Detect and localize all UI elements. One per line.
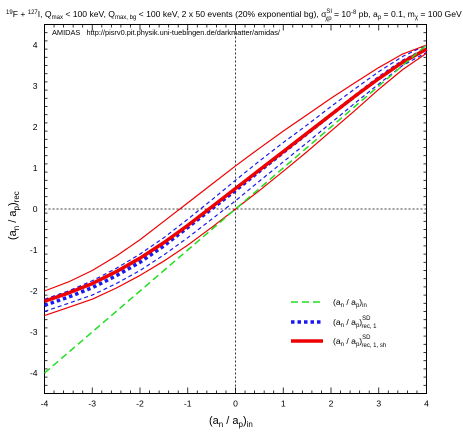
y-tick-label: 1 bbox=[33, 163, 38, 173]
x-tick-label: -4 bbox=[41, 399, 49, 409]
legend-label-input: (an / ap)in bbox=[333, 297, 367, 309]
y-axis-label: (an / ap)rec bbox=[7, 191, 21, 240]
series-line-rec1sh-lower bbox=[44, 52, 427, 317]
y-tick-label: 0 bbox=[33, 204, 38, 214]
x-tick-label: 4 bbox=[424, 399, 429, 409]
legend: (an / ap)in (an / ap)SD rec, 1 (an / ap)S… bbox=[291, 297, 386, 349]
x-tick-label: 0 bbox=[233, 399, 238, 409]
series-line-rec1-lower bbox=[44, 51, 427, 313]
x-tick-label: 2 bbox=[329, 399, 334, 409]
series-lines bbox=[43, 44, 428, 374]
y-tick-label: -2 bbox=[30, 286, 38, 296]
x-tick-label: -2 bbox=[136, 399, 144, 409]
y-tick-label: 4 bbox=[33, 40, 38, 50]
x-tick-label: 3 bbox=[376, 399, 381, 409]
series-line-rec1sh-center bbox=[43, 47, 428, 303]
series-line-input-input bbox=[44, 44, 427, 374]
y-tick-label: -1 bbox=[30, 245, 38, 255]
x-tick-label: 1 bbox=[281, 399, 286, 409]
x-axis-label: (an / ap)in bbox=[209, 415, 253, 429]
y-tick-label: -3 bbox=[30, 327, 38, 337]
chart-title: 19F + 127I, Qmax < 100 keV, Qmax, bg < 1… bbox=[6, 9, 462, 22]
y-tick-label: -4 bbox=[30, 368, 38, 378]
legend-label-rec1: (an / ap)SD rec, 1 bbox=[333, 316, 377, 330]
y-tick-label: 2 bbox=[33, 122, 38, 132]
series-line-rec1sh-upper bbox=[44, 44, 427, 292]
annotation-text: AMIDAS http://pisrv0.pit.physik.uni-tueb… bbox=[52, 28, 281, 37]
axis-ticks bbox=[44, 24, 427, 394]
series-line-rec1-upper bbox=[44, 44, 427, 300]
y-tick-label: 3 bbox=[33, 81, 38, 91]
legend-label-rec1sh: (an / ap)SD rec, 1, sh bbox=[333, 335, 386, 349]
x-tick-label: -3 bbox=[88, 399, 96, 409]
x-tick-label: -1 bbox=[184, 399, 192, 409]
axis-tick-labels: -4 -3 -2 -1 0 1 2 3 4 -4 -3 -2 -1 0 1 2 3 4 bbox=[30, 40, 429, 409]
